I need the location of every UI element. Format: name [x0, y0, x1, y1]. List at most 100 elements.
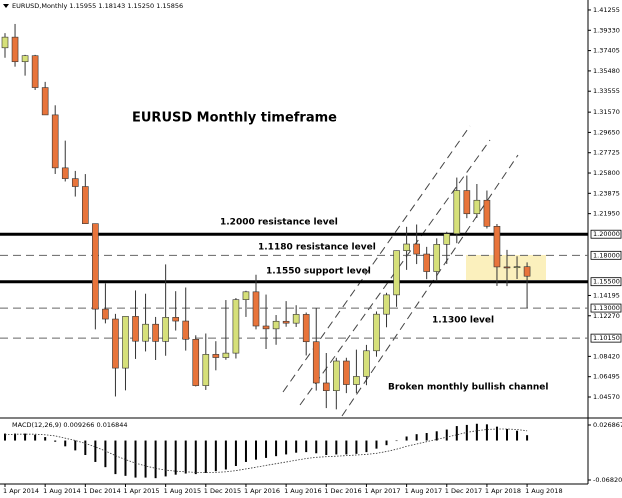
- level-label: 1.15500: [593, 278, 620, 286]
- macd-bar: [154, 440, 157, 479]
- macd-bar: [214, 440, 217, 472]
- x-tick-label: 1 Apr 2018: [485, 487, 521, 495]
- macd-bar: [385, 440, 388, 446]
- candle-body: [523, 266, 531, 277]
- annotation: 1.1300 level: [432, 316, 494, 326]
- candle-body: [302, 314, 310, 343]
- level-label: 1.10150: [593, 334, 620, 342]
- macd-bar: [4, 433, 6, 441]
- candle-body: [41, 87, 49, 116]
- macd-bar: [285, 440, 288, 455]
- y-tick-label: 1.35480: [593, 67, 620, 75]
- macd-bar: [174, 440, 177, 475]
- candle-body: [262, 325, 270, 330]
- candle-body: [112, 318, 119, 369]
- y-tick-label: 1.23875: [593, 189, 620, 197]
- candle-body: [1, 36, 9, 49]
- candle-body: [413, 243, 420, 255]
- candle-body: [473, 199, 481, 215]
- x-tick-label: 1 Aug 2018: [525, 487, 563, 495]
- x-tick-label: 1 Apr 2014: [3, 487, 39, 495]
- y-tick-label: 1.33555: [593, 87, 620, 95]
- candle-body: [142, 323, 149, 342]
- macd-bar: [224, 440, 227, 470]
- candle-body: [182, 320, 190, 340]
- candle-body: [21, 55, 29, 63]
- macd-bar: [204, 440, 207, 473]
- macd-bar: [114, 440, 117, 475]
- macd-bar: [335, 440, 338, 455]
- candle-body: [312, 341, 320, 384]
- x-tick-label: 1 Apr 2015: [123, 487, 159, 495]
- macd-bar: [74, 440, 77, 451]
- macd-bar: [265, 440, 268, 458]
- macd-bar: [325, 440, 328, 456]
- signal-line: [4, 428, 528, 473]
- level-label: 1.20000: [593, 230, 620, 238]
- level-label-box: [590, 277, 622, 287]
- macd-bar: [375, 440, 378, 449]
- candle-body: [102, 308, 109, 320]
- candle-body: [363, 350, 370, 377]
- candle-body: [333, 360, 340, 391]
- candle-body: [222, 352, 230, 358]
- candle-body: [503, 266, 511, 269]
- x-tick-label: 1 Aug 2017: [405, 487, 443, 495]
- y-tick-label: 1.27725: [593, 149, 620, 157]
- macd-bar: [425, 433, 428, 441]
- candle-body: [403, 243, 410, 251]
- macd-bar: [355, 440, 358, 454]
- annotation: 1.2000 resistance level: [220, 218, 338, 228]
- annotation: Broken monthly bullish channel: [388, 383, 548, 393]
- y-tick-label: 1.21950: [593, 210, 620, 218]
- macd-bar: [234, 440, 237, 467]
- x-tick-label: 1 Aug 2014: [43, 487, 81, 495]
- macd-bar: [435, 431, 438, 441]
- candle-body: [212, 354, 220, 358]
- annotation: 1.1180 resistance level: [258, 243, 376, 253]
- macd-bar: [84, 440, 87, 456]
- candle-body: [192, 338, 200, 386]
- x-tick-label: 1 Aug 2016: [284, 487, 322, 495]
- candle-body: [31, 55, 39, 88]
- candle-body: [282, 320, 290, 324]
- candle-body: [152, 323, 159, 342]
- macd-bar: [144, 440, 147, 478]
- x-tick-label: 1 Dec 2014: [83, 487, 120, 495]
- y-tick-label: 1.37405: [593, 47, 620, 55]
- macd-bar: [34, 434, 37, 441]
- y-tick-label: 1.06495: [593, 373, 620, 381]
- x-tick-label: 1 Dec 2015: [204, 487, 241, 495]
- annotation: 1.1550 support level: [266, 267, 371, 277]
- macd-bar: [184, 440, 187, 474]
- level-label-box: [590, 229, 622, 239]
- macd-bar: [164, 440, 167, 477]
- macd-bar: [395, 440, 398, 442]
- chart-header: EURUSD,Monthly 1.15955 1.18143 1.15250 1…: [12, 2, 183, 10]
- candle-body: [353, 376, 360, 385]
- y-tick-label: 1.39330: [593, 26, 620, 34]
- macd-bar: [44, 437, 47, 441]
- candle-body: [493, 226, 501, 268]
- y-tick-label: 1.12270: [593, 312, 620, 320]
- macd-bar: [475, 423, 478, 441]
- macd-bar: [104, 440, 107, 468]
- candle-body: [483, 199, 491, 227]
- y-tick-label: 1.25800: [593, 169, 620, 177]
- x-tick-label: 1 Aug 2015: [164, 487, 202, 495]
- candle-body: [463, 190, 471, 215]
- indicator-header: MACD(12,26,9) 0.009266 0.016844: [12, 421, 128, 429]
- y-tick-label: 1.14195: [593, 291, 620, 299]
- candle-body: [82, 186, 89, 224]
- x-tick-label: 1 Dec 2016: [324, 487, 361, 495]
- macd-bar: [506, 428, 508, 441]
- candle-body: [202, 354, 210, 386]
- candle-body: [132, 316, 139, 342]
- macd-bar: [365, 440, 368, 453]
- macd-bar: [455, 426, 458, 441]
- candle-body: [92, 223, 99, 310]
- macd-bar: [64, 440, 67, 447]
- x-tick-label: 1 Apr 2016: [244, 487, 280, 495]
- candle-body: [423, 253, 430, 272]
